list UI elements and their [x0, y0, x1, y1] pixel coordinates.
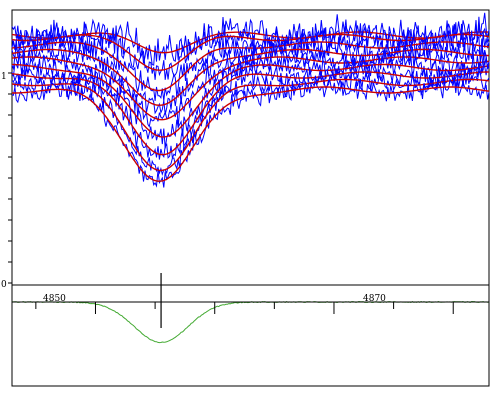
x-tick-label-4850: 4850: [43, 294, 66, 304]
observed-series-2: [11, 20, 490, 80]
observed-series-6: [11, 51, 490, 149]
y-tick-label-0: 0: [1, 280, 7, 290]
model-series-2: [11, 33, 490, 71]
model-series-8: [11, 78, 490, 172]
y-tick-label-1: 1: [1, 72, 7, 82]
tick-layer: [8, 72, 489, 328]
observed-series-7: [11, 59, 490, 160]
model-series-4: [11, 48, 489, 106]
x-tick-label-4870: 4870: [363, 294, 386, 304]
series-layer: [11, 12, 490, 344]
observed-series-1: [11, 12, 490, 66]
observed-series-8: [11, 68, 490, 176]
model-series-9: [12, 86, 490, 182]
model-series-7: [11, 71, 489, 156]
model-series-1: [11, 31, 489, 54]
mean-profile-series: [11, 300, 490, 344]
bottom-panel-frame: [11, 284, 490, 387]
